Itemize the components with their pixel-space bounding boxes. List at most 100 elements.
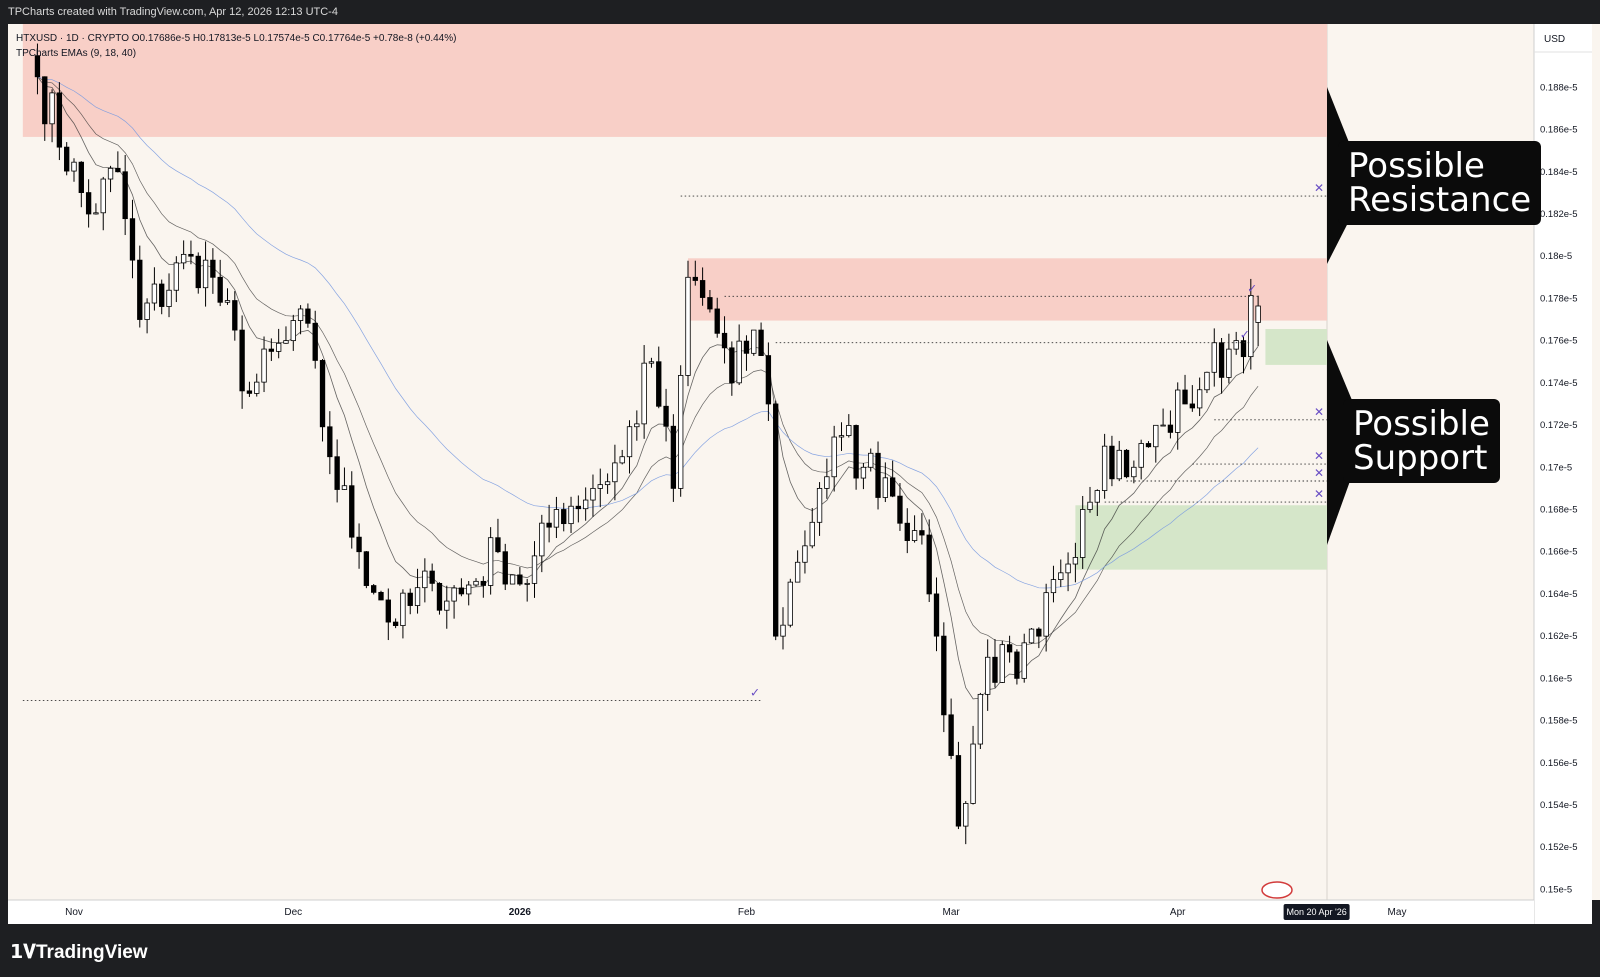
candle (948, 698, 954, 760)
candle-body (1014, 651, 1020, 679)
candle-body (868, 452, 874, 468)
candle-body (714, 308, 720, 334)
candle (1021, 633, 1027, 683)
candle-body (400, 592, 406, 626)
ema-40-line (37, 76, 1259, 589)
candle (1145, 441, 1152, 448)
candle-body (246, 390, 253, 394)
price-tick-label: 0.152e-5 (1540, 842, 1578, 853)
candle-body (107, 167, 114, 180)
candle-body (122, 171, 128, 220)
candle (1204, 371, 1210, 394)
candle (824, 458, 830, 499)
candle (1043, 583, 1049, 652)
candle (794, 550, 801, 583)
candle-body (1138, 443, 1144, 468)
candle-body (363, 551, 370, 586)
candle-body (85, 192, 92, 215)
candle-body (758, 329, 764, 356)
candle (860, 463, 867, 490)
candle-body (349, 485, 355, 538)
candle-body (604, 481, 611, 486)
candle-body (539, 522, 545, 557)
candle (224, 288, 231, 305)
candle (743, 335, 750, 371)
candle (137, 245, 143, 328)
time-axis-panel (8, 900, 1534, 924)
candle-body (1065, 563, 1071, 574)
candle-body (166, 289, 172, 307)
candle-body (1182, 389, 1188, 405)
candle-body (261, 348, 267, 383)
candle (173, 256, 179, 303)
candle-body (210, 259, 216, 278)
candle-body (239, 329, 245, 392)
candle (502, 543, 508, 591)
candle (897, 483, 903, 531)
candle-body (970, 743, 976, 804)
candle-body (254, 381, 260, 394)
candle-body (1211, 342, 1217, 373)
time-tick-label: Apr (1170, 907, 1186, 918)
candle (180, 240, 187, 270)
candle-body (1255, 305, 1261, 323)
candle (846, 414, 852, 438)
candle (42, 76, 48, 141)
candle-body (151, 283, 158, 304)
support-zone-0 (1265, 329, 1327, 365)
candle-body (963, 803, 969, 827)
candle-body (232, 300, 238, 331)
candle (802, 530, 808, 574)
candle (1182, 374, 1188, 405)
candle-body (692, 276, 698, 281)
candle-body (1109, 445, 1115, 480)
candle (963, 801, 969, 845)
candle-body (634, 423, 640, 428)
candle (1028, 628, 1035, 644)
candle (246, 381, 253, 397)
candle-body (1123, 449, 1130, 478)
candle (692, 260, 698, 286)
candle-body (305, 308, 311, 324)
candle (1153, 424, 1159, 463)
candle-body (911, 530, 918, 541)
candle (297, 305, 304, 335)
candle-body (919, 530, 925, 536)
candle (911, 515, 918, 543)
candle-body (838, 435, 845, 438)
candle (612, 444, 618, 501)
candle-body (371, 585, 377, 593)
candle (882, 462, 889, 503)
candle-body (275, 342, 282, 352)
candle (107, 165, 114, 193)
candle-body (34, 55, 41, 78)
candle (1014, 649, 1020, 685)
candle (904, 508, 910, 554)
candle-body (495, 537, 501, 553)
candle (34, 43, 41, 95)
price-tick-label: 0.166e-5 (1540, 547, 1578, 558)
candle (539, 514, 545, 573)
candle-body (597, 484, 603, 489)
candle (407, 588, 413, 615)
candle-body (765, 355, 772, 405)
candle (985, 639, 991, 711)
candle (56, 82, 63, 161)
open-x-icon: ✕ (1314, 181, 1324, 195)
tradingview-brand[interactable]: 𝟭𝐕TradingView (10, 941, 148, 964)
candle-body (71, 161, 77, 172)
indicator-label[interactable]: TPCharts EMAs (9, 18, 40) (16, 48, 137, 59)
price-tick-label: 0.154e-5 (1540, 800, 1578, 811)
candle-body (1248, 295, 1254, 358)
candle-body (619, 456, 625, 464)
candle (1050, 565, 1057, 603)
candle-body (1218, 342, 1225, 378)
candle-body (297, 308, 304, 321)
candle (604, 473, 611, 494)
candle (926, 519, 932, 603)
candle (217, 259, 223, 307)
candle (517, 567, 523, 586)
candle-body (159, 283, 165, 307)
candle (933, 577, 940, 652)
